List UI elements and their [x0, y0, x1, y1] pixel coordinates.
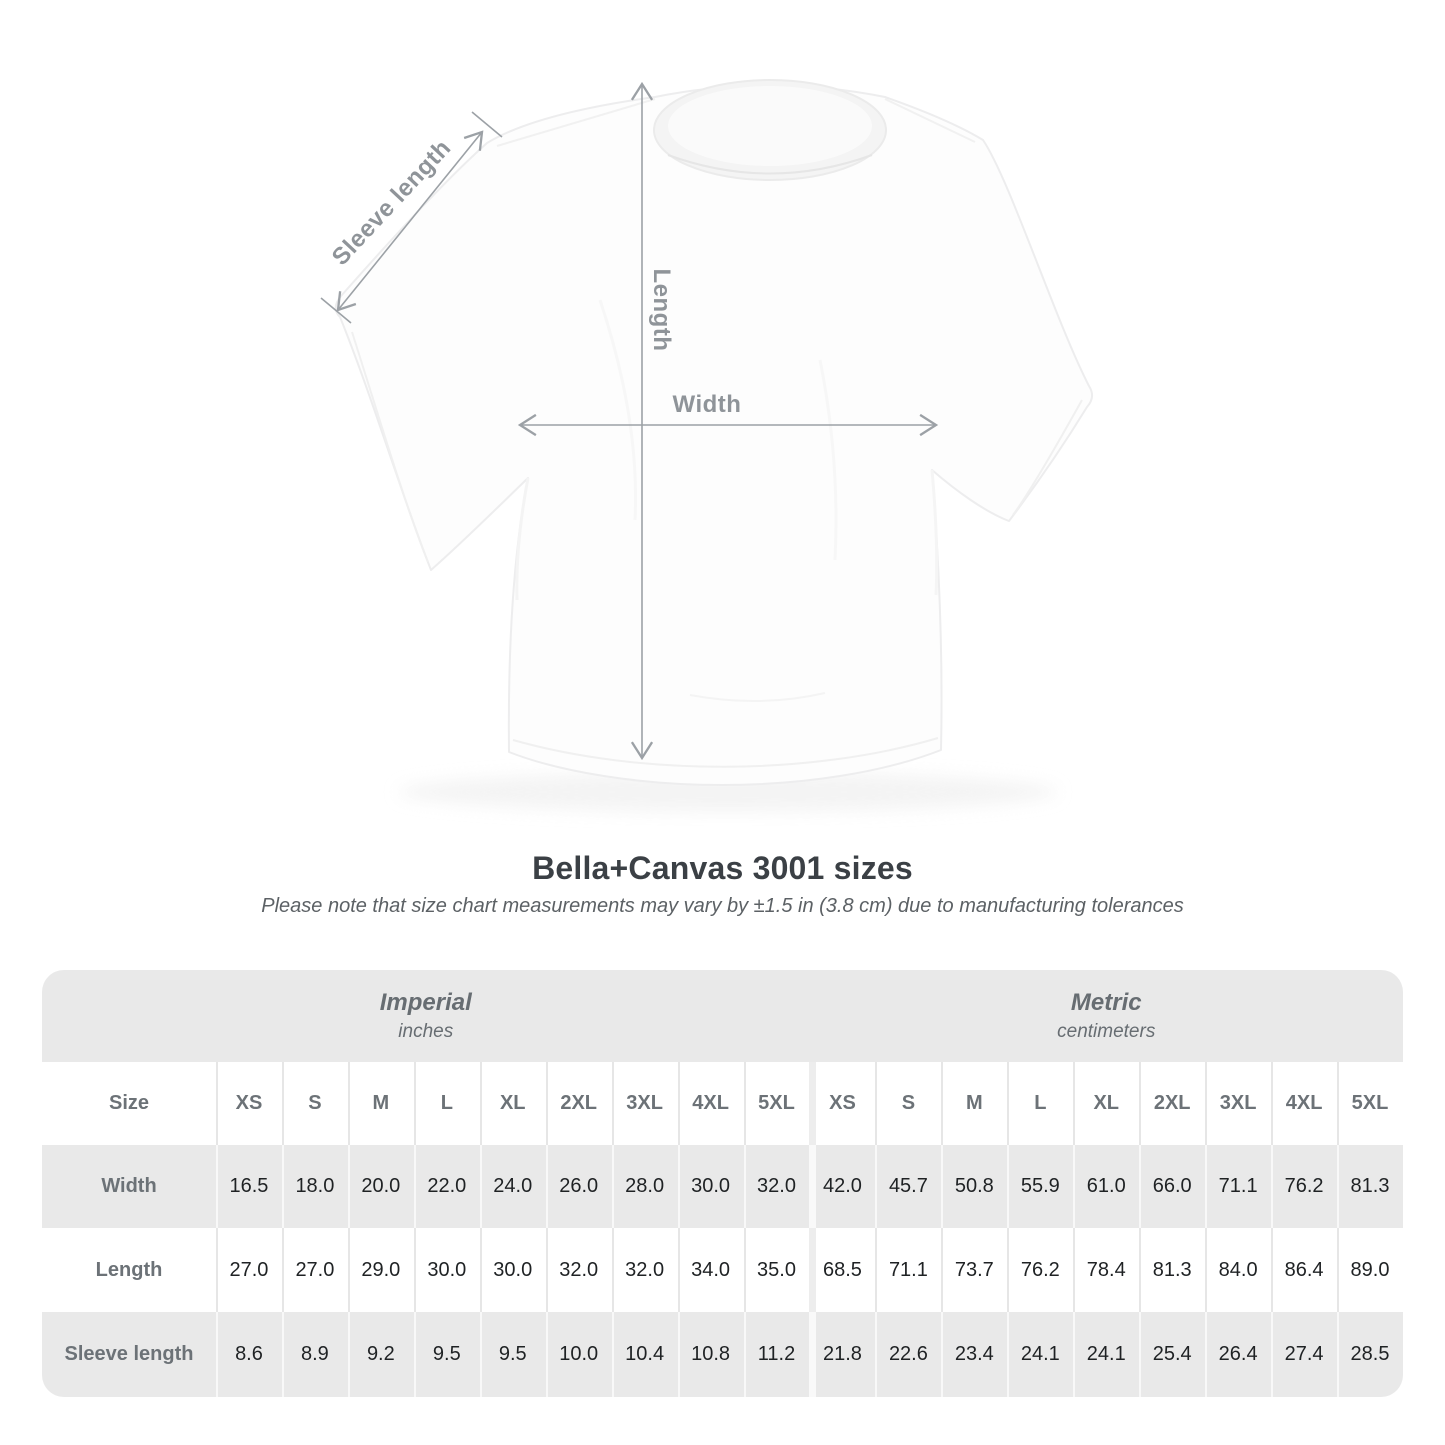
value-cell: 32.0: [545, 1228, 612, 1312]
size-chart-table: Imperial inches Metric centimeters Size X…: [42, 970, 1403, 1397]
value-cell: 27.0: [281, 1228, 348, 1312]
size-col-header: XS: [809, 1062, 876, 1145]
value-cell: 10.4: [611, 1312, 678, 1397]
value-cell: 18.0: [281, 1145, 348, 1228]
shirt-body: [334, 84, 1093, 786]
metric-label: Metric: [1070, 989, 1142, 1016]
sleeve-tick-top: [471, 111, 503, 138]
value-cell: 34.0: [677, 1228, 744, 1312]
value-cell: 23.4: [941, 1312, 1008, 1397]
value-cell: 21.8: [809, 1312, 876, 1397]
size-col-header: S: [281, 1062, 348, 1145]
value-cell: 22.6: [875, 1312, 942, 1397]
shirt-shadow: [398, 772, 1058, 812]
value-cell: 9.2: [347, 1312, 414, 1397]
size-col-header: 4XL: [1271, 1062, 1338, 1145]
measurement-row-label: Sleeve length: [42, 1312, 216, 1397]
size-col-header: XL: [479, 1062, 546, 1145]
value-cell: 81.3: [1139, 1228, 1206, 1312]
value-cell: 24.0: [479, 1145, 546, 1228]
width-label: Width: [672, 391, 742, 418]
value-cell: 71.1: [1205, 1145, 1272, 1228]
value-cell: 50.8: [941, 1145, 1008, 1228]
value-cell: 84.0: [1205, 1228, 1272, 1312]
sleeve-tick-bottom: [320, 297, 352, 324]
value-cell: 61.0: [1073, 1145, 1140, 1228]
size-col-header: S: [875, 1062, 942, 1145]
value-cell: 20.0: [347, 1145, 414, 1228]
size-col-header: 2XL: [1139, 1062, 1206, 1145]
value-cell: 32.0: [611, 1228, 678, 1312]
value-cell: 68.5: [809, 1228, 876, 1312]
value-cell: 11.2: [743, 1312, 810, 1397]
value-cell: 24.1: [1007, 1312, 1074, 1397]
value-cell: 16.5: [216, 1145, 282, 1228]
size-col-header: 3XL: [1205, 1062, 1272, 1145]
measurement-row-label: Width: [42, 1145, 216, 1228]
value-cell: 24.1: [1073, 1312, 1140, 1397]
value-cell: 81.3: [1337, 1145, 1403, 1228]
size-col-header: XL: [1073, 1062, 1140, 1145]
measurement-row-label: Length: [42, 1228, 216, 1312]
value-cell: 8.6: [216, 1312, 282, 1397]
value-cell: 42.0: [809, 1145, 876, 1228]
value-cell: 8.9: [281, 1312, 348, 1397]
value-cell: 29.0: [347, 1228, 414, 1312]
size-col-header: L: [1007, 1062, 1074, 1145]
size-col-header: 4XL: [677, 1062, 744, 1145]
value-cell: 55.9: [1007, 1145, 1074, 1228]
value-cell: 10.0: [545, 1312, 612, 1397]
value-cell: 27.4: [1271, 1312, 1338, 1397]
value-cell: 30.0: [479, 1228, 546, 1312]
metric-unit: centimeters: [1057, 1021, 1156, 1042]
size-col-header: 5XL: [1337, 1062, 1403, 1145]
value-cell: 9.5: [479, 1312, 546, 1397]
imperial-header: Imperial inches: [42, 970, 810, 1062]
sleeve-arrow: [336, 130, 484, 312]
value-cell: 30.0: [413, 1228, 480, 1312]
value-cell: 25.4: [1139, 1312, 1206, 1397]
value-cell: 9.5: [413, 1312, 480, 1397]
length-label: Length: [648, 268, 675, 352]
size-col-header: M: [347, 1062, 414, 1145]
value-cell: 78.4: [1073, 1228, 1140, 1312]
size-col-header: 3XL: [611, 1062, 678, 1145]
size-row-label: Size: [42, 1062, 216, 1145]
shirt-illustration: [320, 79, 1093, 812]
tolerance-note: Please note that size chart measurements…: [261, 895, 1184, 917]
value-cell: 28.0: [611, 1145, 678, 1228]
value-cell: 76.2: [1007, 1228, 1074, 1312]
value-cell: 73.7: [941, 1228, 1008, 1312]
shirt-collar: [653, 79, 887, 181]
measurement-arrows: [320, 81, 939, 761]
value-cell: 71.1: [875, 1228, 942, 1312]
value-cell: 76.2: [1271, 1145, 1338, 1228]
value-cell: 66.0: [1139, 1145, 1206, 1228]
size-col-header: L: [413, 1062, 480, 1145]
size-col-header: M: [941, 1062, 1008, 1145]
value-cell: 10.8: [677, 1312, 744, 1397]
value-cell: 86.4: [1271, 1228, 1338, 1312]
value-cell: 26.4: [1205, 1312, 1272, 1397]
value-cell: 28.5: [1337, 1312, 1403, 1397]
page-title: Bella+Canvas 3001 sizes: [532, 850, 913, 886]
imperial-label: Imperial: [379, 989, 472, 1016]
size-col-header: 2XL: [545, 1062, 612, 1145]
value-cell: 45.7: [875, 1145, 942, 1228]
value-cell: 22.0: [413, 1145, 480, 1228]
size-col-header: 5XL: [743, 1062, 810, 1145]
size-col-header: XS: [216, 1062, 282, 1145]
value-cell: 30.0: [677, 1145, 744, 1228]
imperial-unit: inches: [398, 1021, 454, 1042]
value-cell: 26.0: [545, 1145, 612, 1228]
metric-header: Metric centimeters: [809, 970, 1403, 1062]
value-cell: 27.0: [216, 1228, 282, 1312]
value-cell: 32.0: [743, 1145, 810, 1228]
value-cell: 35.0: [743, 1228, 810, 1312]
value-cell: 89.0: [1337, 1228, 1403, 1312]
shirt-diagram: Sleeve length Length Width: [320, 79, 1093, 812]
